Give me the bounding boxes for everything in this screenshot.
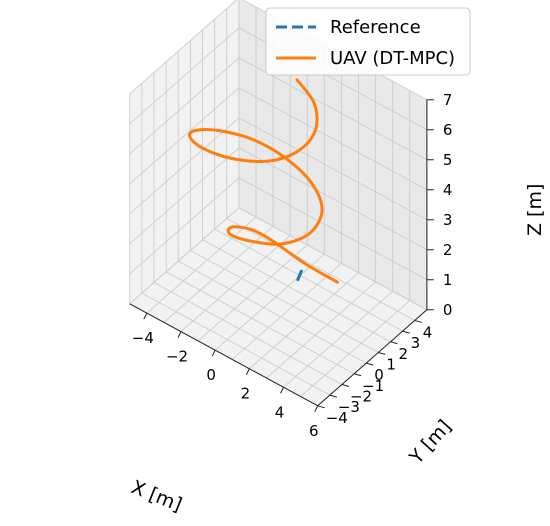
grid-floor-y: [178, 260, 367, 364]
grid-floor-y: [141, 292, 331, 396]
axis-panes: [129, 0, 427, 406]
grid-back-z: [238, 147, 428, 251]
y-tick-mark: [317, 405, 325, 409]
x-tick-mark: [280, 387, 284, 394]
y-tick-mark: [329, 394, 337, 398]
y-tick-mark: [414, 319, 422, 323]
grid-floor-y: [202, 239, 391, 343]
z-tick-label: 0: [443, 301, 453, 319]
grid-left-z: [129, 147, 240, 245]
x-tick-label: 6: [309, 422, 319, 440]
floor-pane: [129, 207, 427, 406]
grid-left-z: [129, 0, 238, 95]
grid-floor-y: [165, 271, 355, 375]
y-tick-label: −1: [362, 377, 384, 395]
grid-back-z: [238, 117, 428, 221]
grid-floor-y: [153, 282, 343, 385]
grid-floor-x: [231, 263, 342, 360]
grid-left-z: [129, 177, 240, 275]
grid-back-z: [238, 207, 428, 311]
grid-back-z: [238, 87, 428, 191]
x-tick-mark: [314, 405, 319, 413]
grid-left-z: [129, 27, 240, 125]
z-tick-label: 7: [443, 91, 453, 109]
y-tick-label: 4: [423, 323, 433, 341]
z-tick-label: 4: [443, 181, 453, 199]
y-tick-label: −2: [350, 387, 372, 405]
legend-box: [265, 7, 471, 76]
y-axis-label: Y [m]: [405, 416, 456, 469]
grid-floor-x: [180, 235, 291, 332]
z-tick-label: 3: [443, 211, 453, 229]
grid-floor-x: [266, 281, 376, 379]
grid-left-z: [129, 207, 240, 305]
axis-edges: [129, 99, 434, 413]
left-wall-pane: [129, 0, 239, 304]
x-tick-mark: [143, 312, 148, 320]
y-tick-mark: [390, 341, 398, 345]
grid-floor-y: [190, 250, 379, 353]
grid-left-z: [129, 87, 240, 185]
grid-lines: [129, 0, 428, 407]
y-tick-label: −3: [338, 398, 360, 416]
y-tick-label: −4: [326, 409, 348, 427]
grid-left-z: [129, 57, 240, 155]
x-axis-line: [129, 303, 318, 407]
x-axis-label: X [m]: [128, 476, 185, 516]
x-tick-mark: [211, 349, 216, 357]
z-tick-label: 2: [443, 241, 453, 259]
grid-floor-x: [249, 272, 359, 370]
grid-back-z: [238, 177, 428, 281]
back-wall-pane: [238, 0, 427, 310]
x-tick-label: −4: [132, 329, 154, 347]
x-tick-mark: [245, 368, 250, 375]
grid-floor-x: [146, 216, 257, 314]
grid-left-z: [129, 117, 240, 215]
grid-floor-x: [300, 300, 411, 397]
legend-label-uav: UAV (DT-MPC): [330, 48, 455, 69]
y-tick-label: 2: [399, 345, 409, 363]
y-tick-label: 3: [411, 334, 421, 352]
z-tick-label: 5: [443, 151, 453, 169]
grid-floor-x: [214, 253, 325, 351]
x-tick-label: 0: [206, 366, 216, 384]
x-tick-mark: [177, 331, 182, 338]
y-tick-mark: [341, 383, 350, 387]
grid-floor-x: [283, 290, 394, 388]
x-tick-label: 2: [241, 385, 251, 403]
series-lines: [188, 78, 339, 284]
z-tick-label: 6: [443, 121, 453, 139]
grid-floor-y: [214, 228, 403, 332]
z-tick-label: 1: [443, 271, 453, 289]
z-axis-label: Z [m]: [524, 184, 546, 236]
grid-floor-x: [197, 244, 308, 342]
y-tick-mark: [366, 362, 374, 366]
uav-trajectory-line: [188, 78, 339, 284]
y-tick-mark: [353, 373, 362, 377]
y-tick-label: 1: [386, 355, 396, 373]
legend: Reference UAV (DT-MPC): [265, 7, 471, 76]
y-tick-mark: [378, 351, 386, 355]
legend-label-reference: Reference: [330, 17, 421, 38]
y-axis-line: [317, 309, 428, 407]
y-tick-label: 0: [374, 366, 384, 384]
reference-trajectory-line: [296, 266, 305, 282]
x-tick-label: 4: [275, 403, 285, 421]
y-tick-mark: [402, 330, 410, 334]
grid-floor-y: [226, 218, 415, 321]
x-tick-label: −2: [166, 348, 188, 366]
